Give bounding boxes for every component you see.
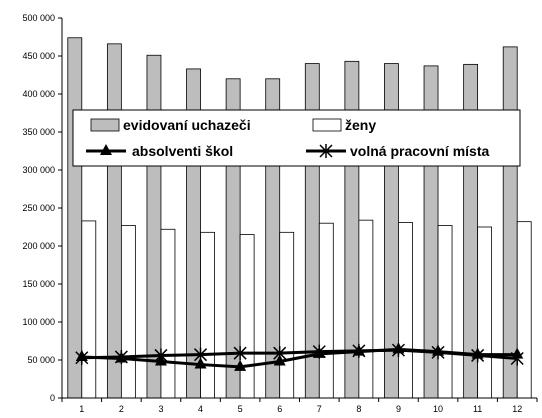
y-tick-label: 300 000	[22, 165, 55, 175]
legend-swatch-evidovani	[90, 118, 120, 132]
point-volna-2	[114, 349, 128, 364]
y-tick-label: 50 000	[27, 355, 55, 365]
bars-layer	[67, 37, 532, 399]
bar-zeny-9	[398, 222, 413, 399]
point-volna-12	[510, 351, 524, 366]
legend-label-zeny: ženy	[345, 117, 376, 133]
point-volna-3	[154, 348, 168, 363]
y-tick-label: 350 000	[22, 127, 55, 137]
point-volna-10	[431, 345, 445, 360]
legend: evidovaní uchazeči ženy absolventi škol …	[72, 109, 521, 167]
bar-evidovani-2	[106, 43, 122, 399]
legend-label-volna: volná pracovní místa	[350, 143, 489, 159]
bar-zeny-7	[318, 222, 334, 399]
bar-zeny-8	[358, 219, 374, 399]
x-tick-label: 9	[396, 404, 401, 414]
y-tick-label: 0	[50, 393, 55, 403]
point-volna-6	[273, 346, 287, 361]
lines-layer	[75, 342, 524, 371]
x-tick-label: 4	[198, 404, 203, 414]
bar-zeny-6	[279, 231, 295, 399]
x-tick-label: 3	[158, 404, 163, 414]
bar-zeny-1	[81, 220, 97, 399]
y-tick-label: 100 000	[22, 317, 55, 327]
point-volna-9	[391, 343, 405, 358]
bar-zeny-3	[160, 228, 176, 399]
x-tick-label: 10	[433, 404, 443, 414]
point-absolventi-5	[234, 359, 247, 371]
x-tick-label: 12	[512, 404, 522, 414]
x-tick-label: 1	[79, 404, 84, 414]
bar-evidovani-1	[67, 37, 83, 399]
y-tick-label: 250 000	[22, 203, 55, 213]
bar-zeny-11	[477, 226, 493, 399]
point-volna-7	[312, 344, 326, 359]
x-tick-label: 2	[119, 404, 124, 414]
point-volna-5	[233, 346, 247, 361]
bar-zeny-4	[200, 231, 215, 399]
bar-zeny-10	[437, 225, 453, 399]
y-tick-label: 150 000	[22, 279, 55, 289]
line-volna	[81, 348, 518, 360]
legend-box	[72, 109, 521, 167]
bar-evidovani-3	[146, 54, 162, 399]
point-volna-4	[194, 347, 208, 362]
legend-swatch-volna	[306, 144, 346, 158]
legend-swatch-zeny	[312, 118, 342, 132]
y-tick-label: 500 000	[22, 13, 55, 23]
bar-evidovani-12	[502, 46, 518, 399]
y-tick-label: 400 000	[22, 89, 55, 99]
axes-layer: 0 50 000 100 000 150 000 200 000 250 000 300 0…	[22, 13, 538, 414]
x-tick-label: 7	[317, 404, 322, 414]
x-tick-label: 6	[277, 404, 282, 414]
point-absolventi-4	[194, 357, 207, 369]
legend-swatch-absolventi	[86, 144, 126, 155]
point-volna-8	[352, 343, 366, 358]
point-volna-11	[471, 348, 485, 363]
y-tick-label: 200 000	[22, 241, 55, 251]
legend-label-evidovani: evidovaní uchazeči	[123, 117, 251, 133]
bar-zeny-2	[120, 225, 136, 399]
point-volna-1	[75, 350, 89, 365]
x-tick-label: 11	[473, 404, 482, 414]
legend-label-absolventi: absolventi škol	[132, 143, 233, 159]
y-tick-label: 450 000	[22, 51, 55, 61]
bar-zeny-5	[239, 234, 255, 399]
x-tick-label: 8	[356, 404, 361, 414]
bar-zeny-12	[516, 221, 532, 399]
x-tick-label: 5	[238, 404, 243, 414]
